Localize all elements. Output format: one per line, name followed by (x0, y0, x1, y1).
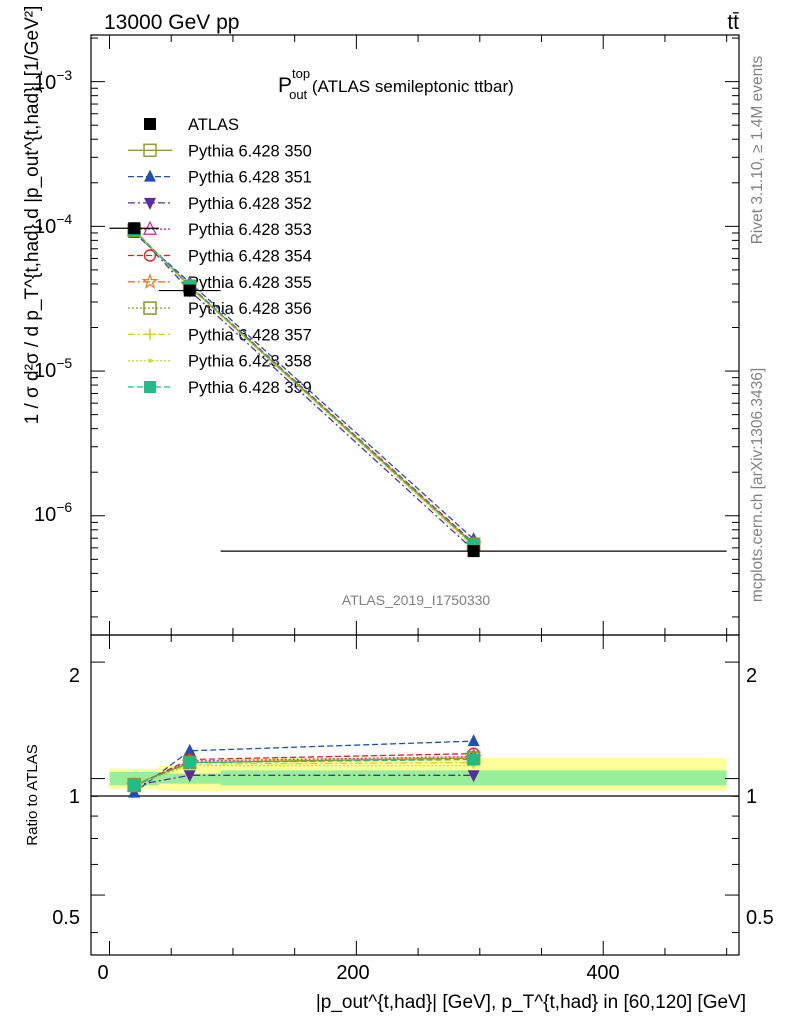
main-ytick-labels: 10−3 10−4 10−5 10−6 (34, 67, 72, 526)
analysis-watermark: ATLAS_2019_I1750330 (342, 592, 491, 608)
legend-marker (144, 328, 156, 341)
legend: ATLAS Pythia 6.428 350 Pythia 6.428 351 Pyt… (128, 116, 312, 397)
legend-marker (143, 249, 157, 262)
xtick-0: 0 (97, 962, 108, 984)
ratio-ytick-2-right: 2 (746, 665, 757, 687)
ratio-ylabel: Ratio to ATLAS (24, 744, 41, 845)
legend-marker (143, 143, 157, 158)
xtick-400: 400 (586, 962, 619, 984)
ratio-ytick-1-left: 1 (69, 786, 80, 808)
ratio-panel-frame (90, 634, 740, 956)
legend-marker (143, 301, 157, 315)
legend-marker (144, 118, 156, 130)
ratio-panel-series (125, 734, 483, 798)
legend-label: Pythia 6.428 354 (188, 248, 312, 266)
ratio-series-point (467, 753, 480, 766)
ratio-series-point (467, 770, 480, 783)
header-left: 13000 GeV pp (104, 11, 239, 34)
legend-marker (144, 169, 156, 182)
ratio-ytick-labels: 0.5 1 2 0.5 1 2 (52, 665, 774, 929)
data-point (467, 545, 480, 558)
title-sup: top (292, 66, 310, 81)
axis-ticks (91, 35, 739, 955)
main-series-line (133, 229, 475, 548)
ytick-1e-6: 10−6 (34, 499, 72, 526)
legend-marker (144, 197, 156, 210)
ytick-1e-3: 10−3 (34, 67, 72, 94)
legend-label: Pythia 6.428 358 (188, 353, 312, 371)
legend-label: Pythia 6.428 351 (188, 169, 312, 187)
data-point (183, 284, 196, 297)
legend-label: Pythia 6.428 356 (188, 300, 312, 318)
ratio-ytick-05-left: 0.5 (52, 907, 80, 929)
data-point (128, 222, 141, 235)
ratio-series-line (133, 758, 474, 787)
ratio-series-point (467, 734, 480, 747)
xtick-200: 200 (336, 962, 369, 984)
mcplots-label: mcplots.cern.ch [arXiv:1306.3436] (749, 368, 766, 602)
ratio-series-point (183, 743, 196, 756)
main-series-line (133, 229, 475, 546)
main-panel-title: Ptop out (ATLAS semileptonic ttbar) (278, 66, 514, 102)
xaxis-label: |p_out^{t,had}| [GeV], p_T^{t,had} in [6… (316, 992, 746, 1013)
title-rest: (ATLAS semileptonic ttbar) (307, 77, 514, 96)
title-sub: out (289, 87, 307, 102)
ratio-series-point (183, 770, 196, 783)
ratio-series-point (128, 779, 141, 792)
main-ylabel: 1 / σ d²σ / d p_T^{t,had} d |p_out^{t,ha… (22, 6, 43, 425)
legend-marker (148, 358, 152, 363)
main-series-line (133, 230, 475, 544)
legend-label: Pythia 6.428 359 (188, 379, 312, 397)
legend-label: Pythia 6.428 355 (188, 274, 312, 292)
ratio-series-point (183, 756, 196, 769)
rivet-label: Rivet 3.1.10, ≥ 1.4M events (749, 55, 766, 244)
legend-label: ATLAS (188, 116, 239, 134)
ratio-ytick-1-right: 1 (746, 786, 757, 808)
legend-label: Pythia 6.428 353 (188, 221, 312, 239)
ratio-ytick-05-right: 0.5 (746, 907, 774, 929)
legend-label: Pythia 6.428 352 (188, 195, 312, 213)
title-main: P (278, 74, 292, 97)
ratio-ytick-2-left: 2 (69, 665, 80, 687)
ytick-1e-5: 10−5 (34, 355, 72, 382)
ytick-1e-4: 10−4 (34, 211, 72, 238)
legend-label: Pythia 6.428 357 (188, 326, 312, 344)
xtick-labels: 0 200 400 (97, 962, 619, 984)
legend-marker (141, 272, 159, 290)
legend-marker (144, 381, 156, 393)
main-panel-series (109, 221, 727, 558)
header-right: tt̄ (727, 11, 739, 34)
legend-label: Pythia 6.428 350 (188, 142, 312, 160)
